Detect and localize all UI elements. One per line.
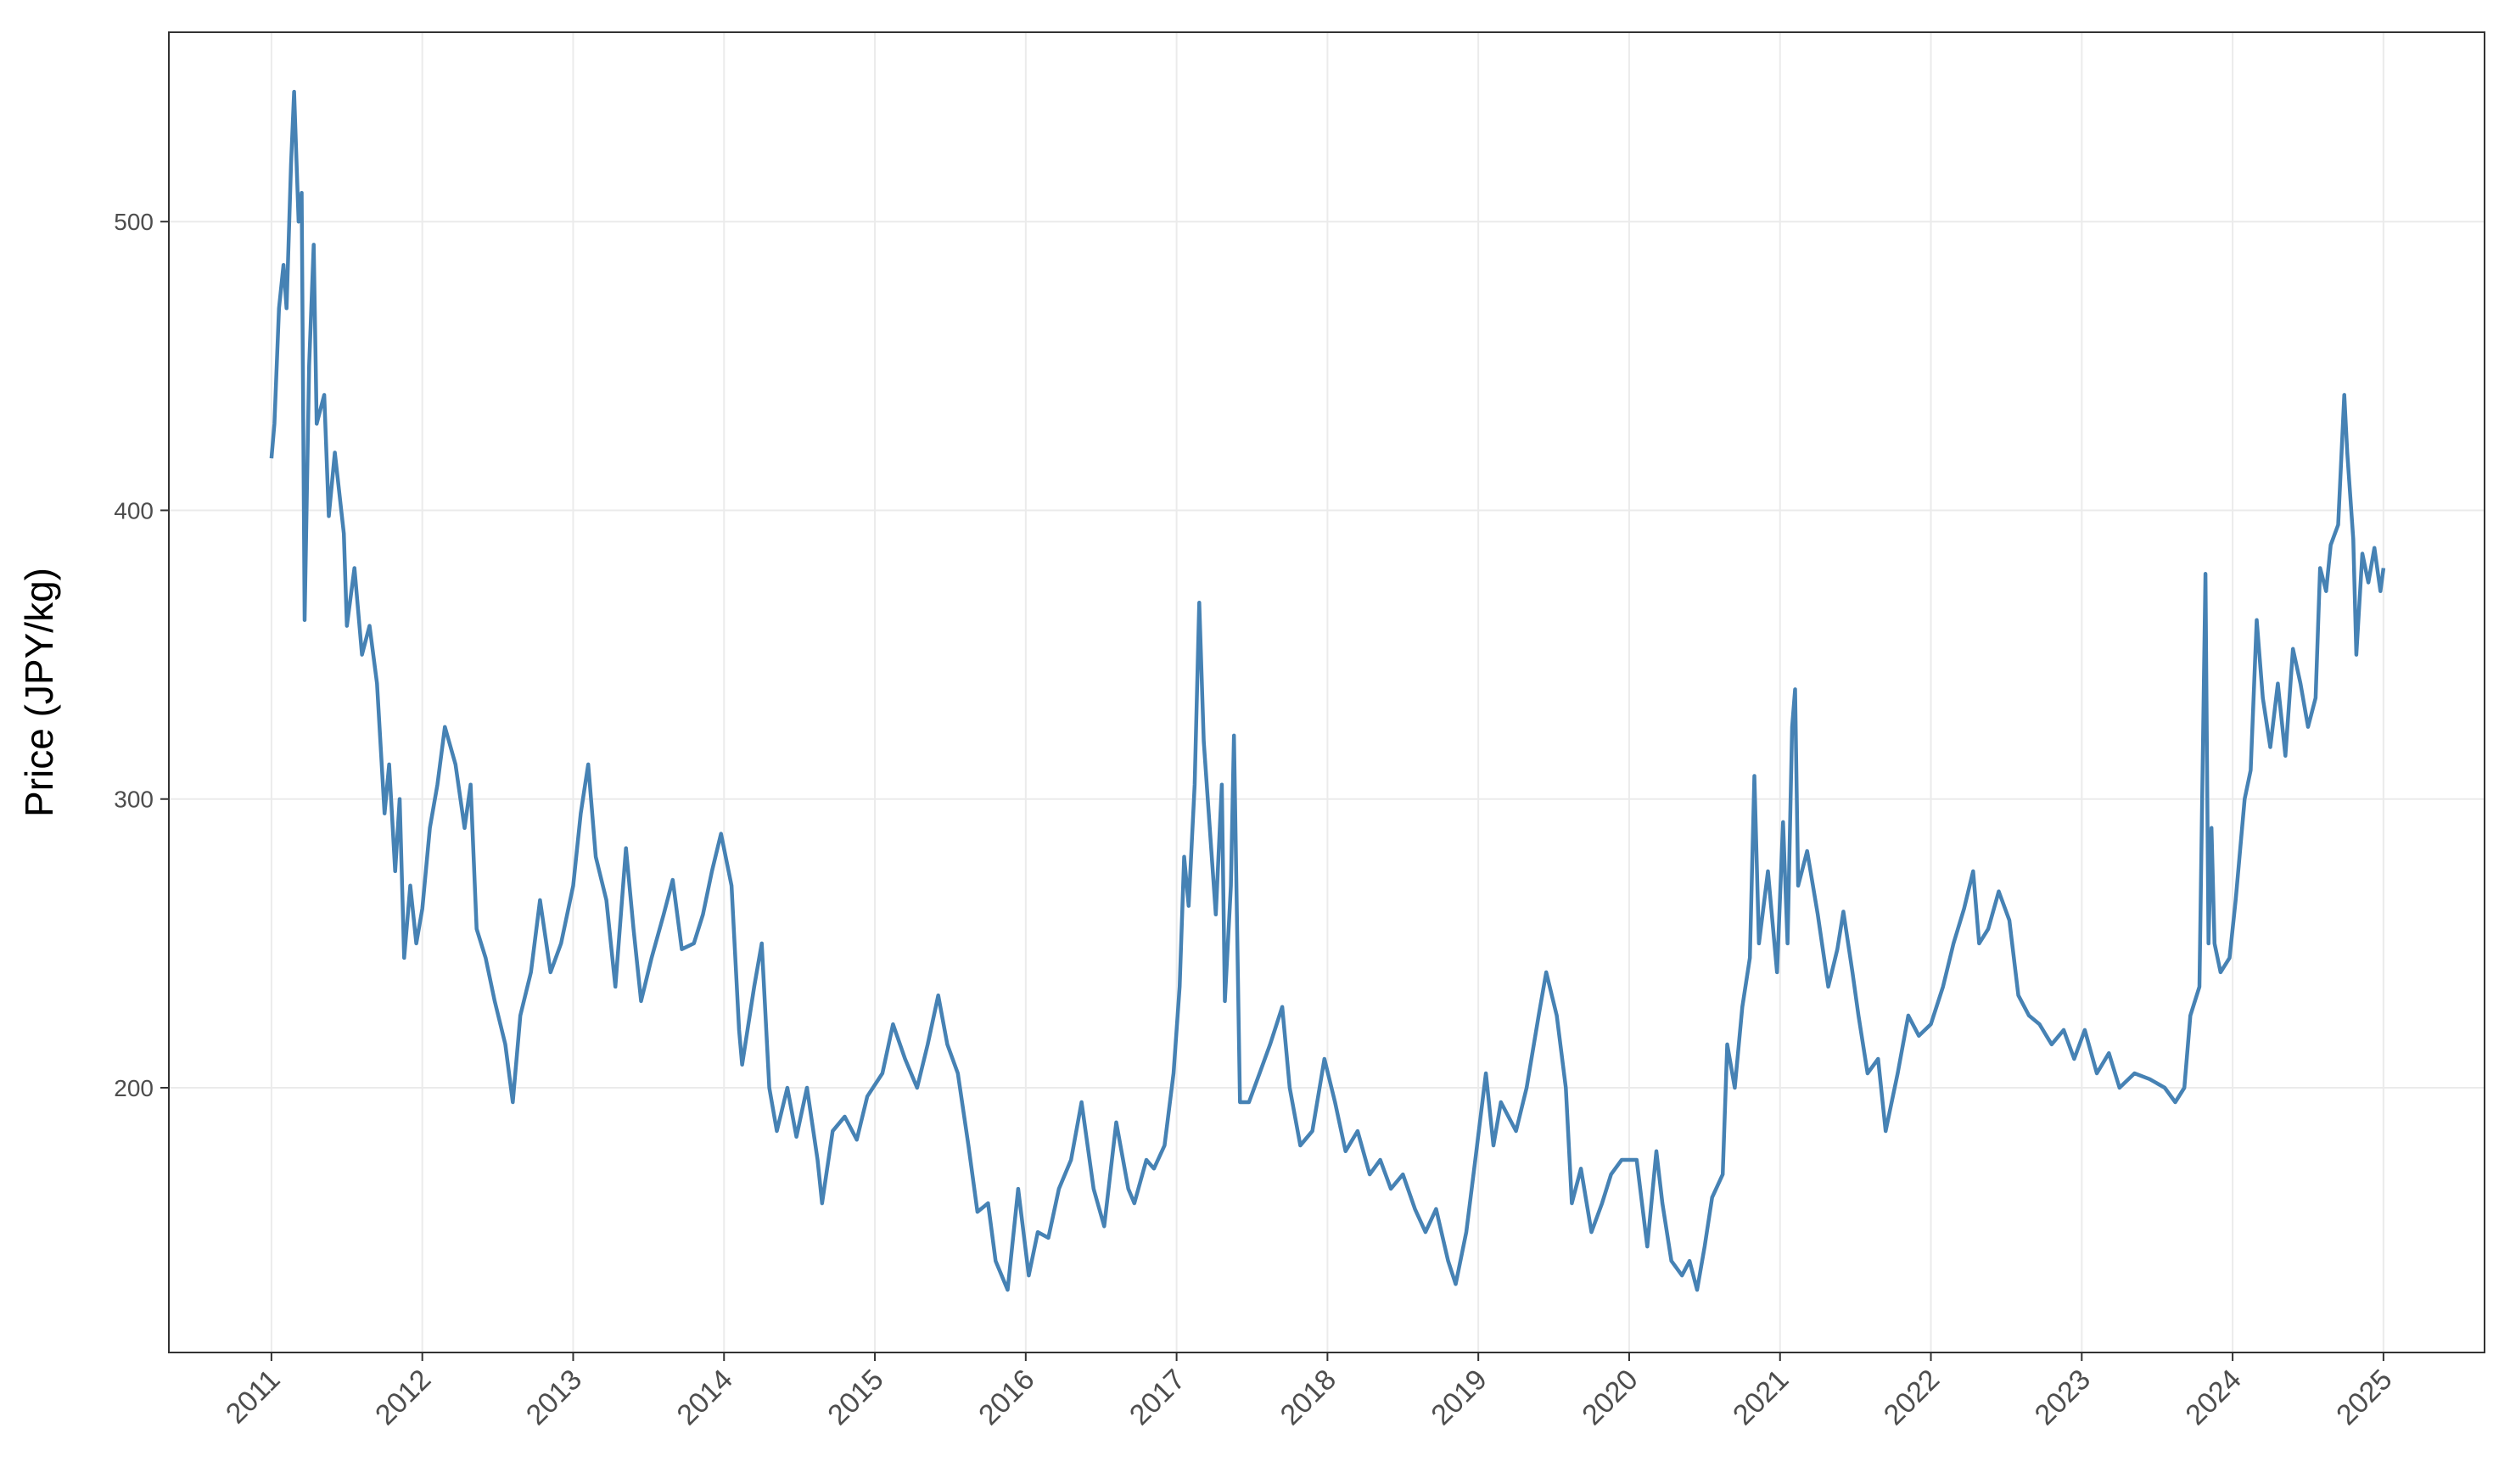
x-tick-label: 2014 xyxy=(671,1364,739,1431)
y-tick-label: 500 xyxy=(114,209,154,235)
x-tick-label: 2017 xyxy=(1123,1364,1191,1431)
x-tick-label: 2016 xyxy=(972,1364,1040,1431)
x-tick-label: 2022 xyxy=(1878,1364,1946,1431)
x-tick-label: 2015 xyxy=(821,1364,889,1431)
x-tick-label: 2018 xyxy=(1275,1364,1342,1431)
x-tick-label: 2011 xyxy=(220,1364,287,1431)
panel-border xyxy=(168,31,2485,1353)
price-line xyxy=(269,89,2386,1292)
x-tick-label: 2021 xyxy=(1727,1364,1795,1431)
y-tick-label: 200 xyxy=(114,1075,154,1101)
x-tick-label: 2012 xyxy=(369,1364,437,1431)
y-tick-label: 300 xyxy=(114,787,154,813)
y-axis-title: Price (JPY/kg) xyxy=(17,568,61,817)
x-tick-label: 2024 xyxy=(2179,1364,2247,1431)
x-tick-label: 2020 xyxy=(1576,1364,1644,1431)
y-tick-label: 400 xyxy=(114,497,154,524)
x-tick-label: 2019 xyxy=(1425,1364,1493,1431)
x-tick-label: 2013 xyxy=(520,1364,588,1431)
x-tick-label: 2023 xyxy=(2029,1364,2097,1431)
x-tick-label: 2025 xyxy=(2330,1364,2398,1431)
